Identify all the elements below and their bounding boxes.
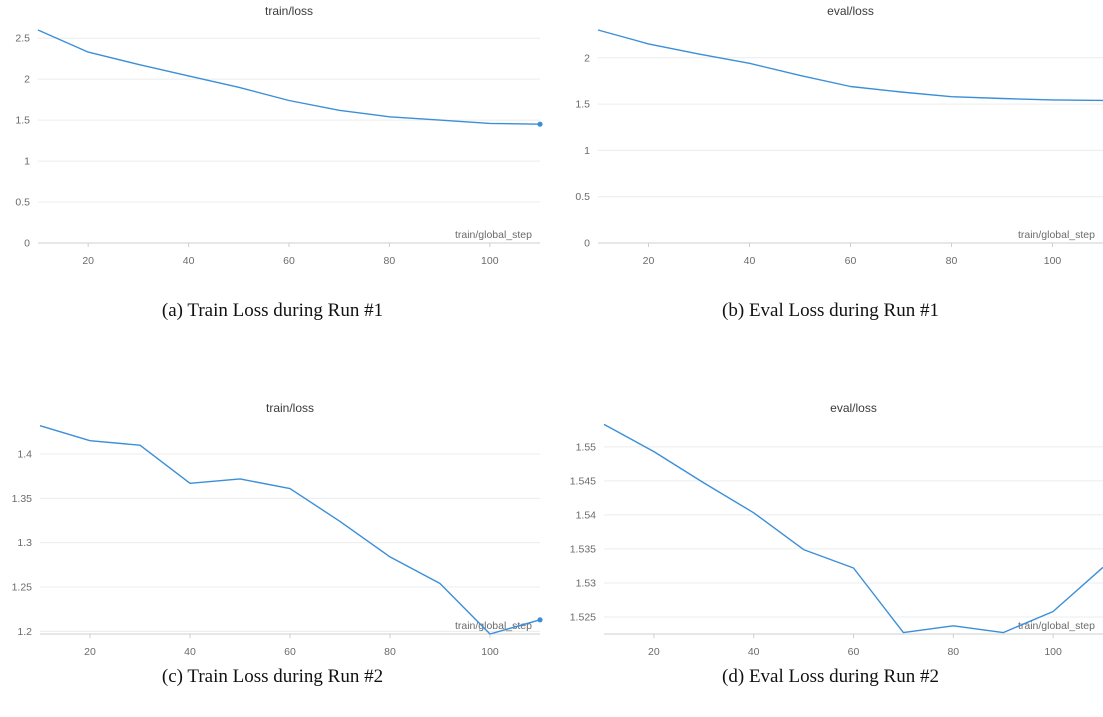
x-tick-label: 40	[183, 255, 195, 267]
x-tick-label: 80	[384, 646, 396, 658]
y-tick-label: 1.535	[570, 543, 596, 555]
chart-eval-loss-run1: eval/loss 0 0.5 1 1.5 2 20 40 60 80 100 train/globa…	[558, 0, 1103, 280]
chart-eval-loss-run2-svg: eval/loss 1.525 1.53 1.535 1.54 1.545 1.55 20 40…	[570, 401, 1103, 658]
series-line	[39, 425, 541, 635]
caption-a: (a) Train Loss during Run #1	[161, 300, 384, 321]
x-tick-label: 100	[481, 255, 499, 267]
chart-title: train/loss	[266, 401, 314, 415]
chart-title: eval/loss	[830, 401, 877, 415]
caption-b: (b) Eval Loss during Run #1	[722, 300, 939, 321]
x-tick-label: 60	[848, 646, 860, 658]
y-tick-label: 1.3	[17, 537, 32, 549]
x-tick-label: 80	[947, 646, 959, 658]
y-tick-label: 1.35	[12, 493, 33, 505]
y-tick-label: 0	[584, 238, 590, 250]
caption-c: (c) Train Loss during Run #2	[161, 666, 384, 687]
x-axis-label: train/global_step	[1018, 620, 1095, 632]
y-tick-label: 0.5	[575, 191, 590, 203]
y-tick-label: 1.53	[576, 577, 597, 589]
x-tick-label: 100	[1044, 255, 1062, 267]
series-line	[603, 423, 1103, 634]
y-tick-label: 1	[584, 145, 590, 157]
x-tick-label: 40	[744, 255, 756, 267]
series-end-point	[537, 121, 543, 127]
y-tick-label: 1.4	[17, 449, 32, 461]
y-tick-label: 1.25	[12, 582, 33, 594]
y-tick-label: 1.55	[576, 441, 597, 453]
y-tick-label: 1.2	[17, 626, 32, 638]
chart-train-loss-run1: train/loss 0 0.5 1 1.5 2 2.5 20 40 60 80 100 train/g…	[0, 0, 545, 280]
x-tick-label: 60	[845, 255, 857, 267]
chart-eval-loss-run1-svg: eval/loss 0 0.5 1 1.5 2 20 40 60 80 100 train/globa…	[575, 4, 1103, 267]
chart-train-loss-run2-svg: train/loss 1.2 1.25 1.3 1.35 1.4 20 40 60 80 100 tr…	[12, 401, 543, 658]
y-tick-label: 2.5	[15, 33, 30, 45]
y-tick-label: 1	[24, 156, 30, 168]
x-axis-label: train/global_step	[455, 229, 532, 241]
series-line	[597, 29, 1103, 102]
x-axis-label: train/global_step	[455, 620, 532, 632]
x-tick-label: 40	[748, 646, 760, 658]
x-tick-label: 40	[184, 646, 196, 658]
chart-train-loss-run1-svg: train/loss 0 0.5 1 1.5 2 2.5 20 40 60 80 100 train/g…	[15, 4, 543, 267]
x-tick-label: 60	[284, 646, 296, 658]
chart-title: eval/loss	[827, 4, 874, 18]
x-tick-label: 100	[1044, 646, 1062, 658]
x-tick-label: 20	[82, 255, 94, 267]
x-tick-label: 20	[643, 255, 655, 267]
series-line	[37, 29, 541, 125]
y-tick-label: 1.54	[576, 509, 597, 521]
y-tick-label: 2	[584, 52, 590, 64]
caption-d: (d) Eval Loss during Run #2	[722, 666, 939, 687]
chart-train-loss-run2: train/loss 1.2 1.25 1.3 1.35 1.4 20 40 60 80 100 tr…	[0, 397, 545, 677]
chart-title: train/loss	[265, 4, 313, 18]
x-tick-label: 80	[384, 255, 396, 267]
y-tick-label: 2	[24, 74, 30, 86]
x-tick-label: 20	[648, 646, 660, 658]
x-tick-label: 100	[481, 646, 499, 658]
y-tick-label: 1.5	[15, 115, 30, 127]
chart-eval-loss-run2: eval/loss 1.525 1.53 1.535 1.54 1.545 1.55 20 40…	[558, 397, 1103, 677]
y-tick-label: 0	[24, 238, 30, 250]
y-tick-label: 1.525	[570, 611, 596, 623]
y-tick-label: 1.545	[570, 475, 596, 487]
x-axis-label: train/global_step	[1018, 229, 1095, 241]
series-end-point	[537, 617, 543, 623]
y-tick-label: 0.5	[15, 197, 30, 209]
x-tick-label: 60	[283, 255, 295, 267]
y-tick-label: 1.5	[575, 99, 590, 111]
x-tick-label: 80	[946, 255, 958, 267]
x-tick-label: 20	[84, 646, 96, 658]
